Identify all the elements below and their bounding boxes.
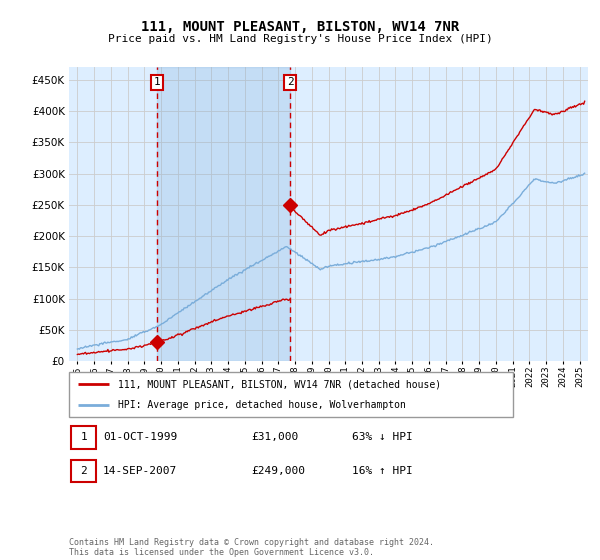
Text: £31,000: £31,000 xyxy=(251,432,299,442)
FancyBboxPatch shape xyxy=(71,426,97,449)
Text: £249,000: £249,000 xyxy=(251,466,305,476)
Text: 1: 1 xyxy=(80,432,87,442)
Text: 01-OCT-1999: 01-OCT-1999 xyxy=(103,432,178,442)
Text: HPI: Average price, detached house, Wolverhampton: HPI: Average price, detached house, Wolv… xyxy=(118,400,406,410)
Text: Contains HM Land Registry data © Crown copyright and database right 2024.
This d: Contains HM Land Registry data © Crown c… xyxy=(69,538,434,557)
Text: 2: 2 xyxy=(287,77,293,87)
Text: 16% ↑ HPI: 16% ↑ HPI xyxy=(352,466,412,476)
Bar xyxy=(157,67,290,361)
Text: 1: 1 xyxy=(154,77,160,87)
FancyBboxPatch shape xyxy=(71,460,97,482)
Text: Price paid vs. HM Land Registry's House Price Index (HPI): Price paid vs. HM Land Registry's House … xyxy=(107,34,493,44)
Text: 111, MOUNT PLEASANT, BILSTON, WV14 7NR: 111, MOUNT PLEASANT, BILSTON, WV14 7NR xyxy=(141,20,459,34)
Text: 2: 2 xyxy=(80,466,87,476)
Text: 111, MOUNT PLEASANT, BILSTON, WV14 7NR (detached house): 111, MOUNT PLEASANT, BILSTON, WV14 7NR (… xyxy=(118,380,441,390)
Text: 63% ↓ HPI: 63% ↓ HPI xyxy=(352,432,412,442)
Text: 14-SEP-2007: 14-SEP-2007 xyxy=(103,466,178,476)
